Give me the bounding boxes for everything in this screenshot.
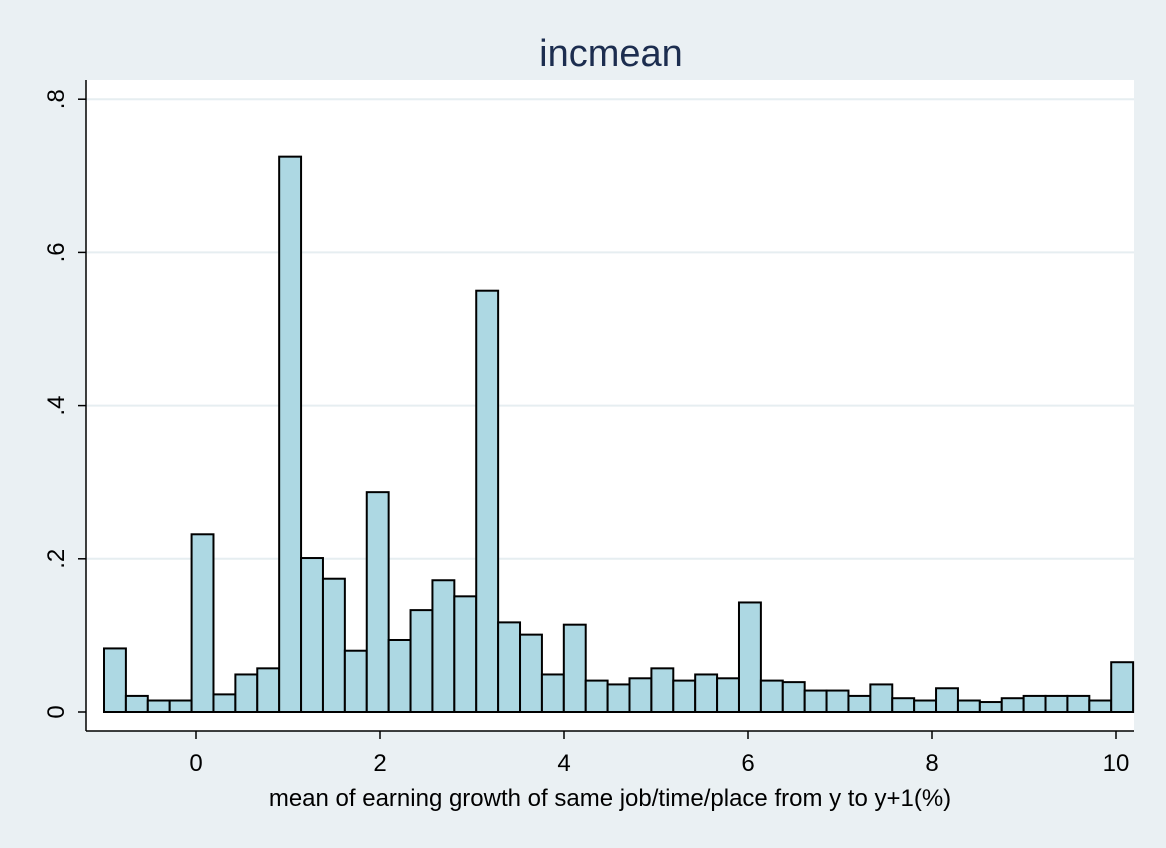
histogram-bar [387,638,412,713]
histogram-bar [606,683,631,714]
histogram-bar [168,699,193,714]
histogram-bar [759,679,784,713]
histogram-bar [825,689,850,714]
histogram-bar [519,633,543,713]
x-tick-label: 2 [373,750,386,777]
histogram-bar [584,679,609,713]
histogram-bar [1000,697,1025,713]
histogram-bar [737,601,762,713]
histogram-bar [365,491,390,713]
y-tick-label: .6 [43,242,70,262]
histogram-bar [212,693,237,714]
histogram-bar [234,673,259,714]
histogram-bar [321,577,346,713]
y-tick-label: .2 [43,549,70,569]
y-tick-label: 0 [43,705,70,718]
histogram-bar [694,673,719,714]
histogram-bar [672,679,697,713]
histogram-bar [278,155,303,713]
x-tick-label: 4 [557,750,570,777]
x-tick-label: 6 [741,750,754,777]
histogram-bar [431,579,456,713]
histogram-bar [256,667,281,714]
y-tick-label: .8 [43,89,70,109]
histogram-bar [300,557,324,713]
histogram-bar [124,694,149,714]
histogram-bar [453,595,478,713]
histogram-bar [409,609,434,714]
histogram-bar [103,647,127,713]
histogram-bar [716,677,740,714]
histogram-bar [1066,694,1091,714]
histogram-bar [869,683,894,714]
bars [103,155,1135,714]
histogram-bar [1022,694,1047,714]
histogram-bar [891,697,916,713]
histogram-bar [803,689,828,714]
histogram-bar [343,649,368,713]
histogram-bar [847,694,872,714]
histogram-bar [475,289,500,713]
histogram-bar [1088,699,1113,714]
histogram-bar [935,687,959,714]
histogram-bar [190,533,215,714]
x-tick-label: 10 [1103,750,1130,777]
histogram-bar [146,699,171,714]
chart-title: incmean [539,33,683,75]
x-axis-label: mean of earning growth of same job/time/… [269,785,951,812]
x-tick-label: 8 [925,750,938,777]
histogram-bar [781,681,806,713]
histogram-bar [1110,661,1135,714]
histogram-bar [650,667,675,714]
histogram-bar [497,621,522,713]
histogram-bar [628,677,653,714]
histogram-bar [956,699,981,714]
histogram-bar [1044,694,1069,714]
ticks: 0 2 4 6 8 10 0 .2 .4 .6 .8 [43,89,1129,777]
histogram-bar [540,673,565,714]
grid-lines [86,98,1134,560]
y-tick-label: .4 [43,396,70,416]
histogram-bar [562,623,587,714]
histogram-bar [978,701,1003,713]
x-tick-label: 0 [189,750,202,777]
histogram-bar [913,699,938,714]
